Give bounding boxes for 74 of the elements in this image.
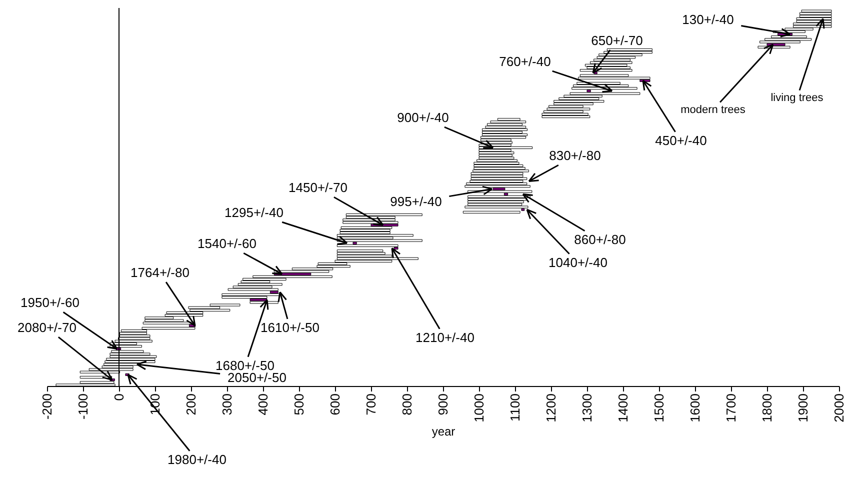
bar — [470, 174, 524, 178]
bar — [466, 182, 528, 186]
x-tick-label: 200 — [184, 394, 198, 416]
annotation: 860+/-80 — [574, 232, 626, 247]
bar — [801, 10, 832, 12]
x-tick-label: 1100 — [508, 394, 522, 422]
bar — [485, 126, 526, 128]
bar — [542, 112, 588, 116]
x-tick-label: 0 — [112, 394, 126, 401]
x-tick-label: 700 — [364, 394, 378, 416]
annotation: 1610+/-50 — [260, 320, 320, 335]
annotation: 650+/-70 — [591, 33, 643, 48]
bar — [478, 154, 512, 157]
annotation: 1680+/-50 — [216, 358, 274, 373]
x-tick-label: 800 — [400, 394, 414, 416]
annotation: 1210+/-40 — [416, 330, 474, 345]
annotation: 995+/-40 — [390, 194, 442, 209]
x-tick-label: -200 — [40, 394, 54, 420]
annotation: 760+/-40 — [499, 54, 551, 69]
bar — [476, 159, 518, 162]
annotation: 130+/-40 — [682, 12, 734, 27]
annotation: 450+/-40 — [655, 133, 707, 148]
x-tick-label: 900 — [436, 394, 450, 416]
bar — [482, 128, 528, 131]
bar — [490, 120, 526, 124]
annotation: 1764+/-80 — [130, 265, 190, 280]
bar — [482, 134, 528, 136]
annotation: modern trees — [680, 104, 746, 116]
bar — [546, 108, 590, 110]
bar — [472, 170, 529, 172]
bar — [800, 12, 832, 15]
annotation: 830+/-80 — [549, 148, 601, 163]
x-tick-label: 400 — [256, 394, 270, 416]
bar — [340, 228, 390, 232]
annotation: living trees — [770, 92, 824, 104]
bar — [474, 164, 524, 168]
bar — [542, 115, 590, 118]
bar — [478, 156, 514, 160]
bar — [474, 167, 526, 170]
bar — [474, 162, 520, 164]
x-tick-label: 1700 — [724, 394, 738, 422]
bar — [554, 100, 604, 103]
bar — [487, 123, 522, 126]
annotation: 1040+/-40 — [548, 255, 608, 270]
annotation: 1950+/-60 — [20, 295, 80, 310]
annotation: 2050+/-50 — [228, 370, 286, 385]
x-tick-label: 1200 — [544, 394, 558, 422]
bar — [462, 210, 520, 214]
x-tick-label: 2000 — [832, 394, 845, 422]
bar — [336, 250, 384, 252]
annotation: 1450+/-70 — [288, 180, 348, 195]
x-tick-label: 1400 — [616, 394, 630, 422]
x-tick-label: 1000 — [472, 394, 486, 422]
x-tick-label: 1300 — [580, 394, 594, 422]
annotation: 2080+/-70 — [18, 320, 76, 335]
bar — [468, 200, 524, 204]
x-tick-label: 600 — [328, 394, 342, 416]
bar — [228, 288, 278, 291]
bar — [478, 152, 514, 154]
bar — [470, 177, 528, 180]
bar — [468, 198, 528, 201]
x-tick-label: 300 — [220, 394, 234, 416]
x-tick-label: 1800 — [760, 394, 774, 422]
x-tick-label: 1600 — [688, 394, 702, 422]
x-tick-label: 1900 — [796, 394, 810, 422]
x-axis-title: year — [432, 424, 456, 438]
annotation: 1540+/-60 — [198, 236, 256, 251]
text: 1980+/-40 — [168, 452, 226, 467]
annotation: 1295+/-40 — [224, 205, 284, 220]
x-tick-label: 1500 — [652, 394, 666, 422]
annotation: 900+/-40 — [397, 110, 449, 125]
bar — [470, 180, 524, 183]
x-tick-label: 500 — [292, 394, 306, 416]
x-tick-label: -100 — [76, 394, 90, 420]
